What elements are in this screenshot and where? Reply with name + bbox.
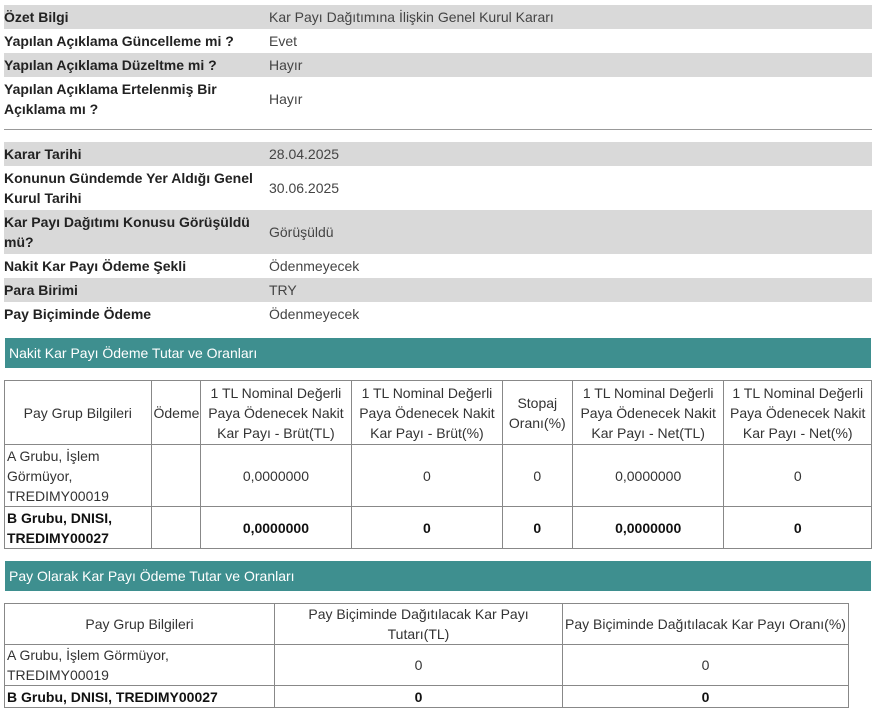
gross-pct-cell: 0 bbox=[351, 506, 503, 549]
summary-value: Hayır bbox=[269, 91, 303, 107]
detail-value: Ödenmeyecek bbox=[269, 258, 360, 274]
table-row: B Grubu, DNISI, TREDIMY00027 0 0 bbox=[4, 685, 849, 708]
group-cell: B Grubu, DNISI, TREDIMY00027 bbox=[4, 506, 152, 549]
detail-label: Karar Tarihi bbox=[4, 142, 269, 166]
table-header-row: Pay Grup Bilgileri Pay Biçiminde Dağıtıl… bbox=[4, 603, 849, 645]
summary-row: Yapılan Açıklama Güncelleme mi ? Evet bbox=[4, 29, 872, 53]
share-section-header: Pay Olarak Kar Payı Ödeme Tutar ve Oranl… bbox=[5, 561, 871, 591]
summary-value: Hayır bbox=[269, 53, 872, 77]
cash-section-header: Nakit Kar Payı Ödeme Tutar ve Oranları bbox=[5, 338, 871, 368]
summary-value: Evet bbox=[269, 33, 298, 49]
summary-label: Yapılan Açıklama Ertelenmiş Bir Açıklama… bbox=[4, 81, 217, 117]
withholding-cell: 0 bbox=[501, 444, 573, 507]
table-row: A Grubu, İşlem Görmüyor, TREDIMY00019 0,… bbox=[4, 444, 872, 507]
detail-label: Para Birimi bbox=[4, 278, 269, 302]
gross-pct-cell: 0 bbox=[351, 444, 503, 507]
withholding-cell: 0 bbox=[501, 506, 573, 549]
column-header: Pay Biçiminde Dağıtılacak Kar Payı Tutar… bbox=[274, 603, 563, 645]
summary-label: Özet Bilgi bbox=[4, 5, 269, 29]
summary-label: Yapılan Açıklama Düzeltme mi ? bbox=[4, 53, 269, 77]
detail-label: Kar Payı Dağıtımı Konusu Görüşüldü mü? bbox=[4, 210, 269, 254]
table-row: B Grubu, DNISI, TREDIMY00027 0,0000000 0… bbox=[4, 506, 872, 549]
amount-cell: 0 bbox=[274, 644, 563, 686]
divider bbox=[4, 129, 872, 130]
column-header: Stopaj Oranı(%) bbox=[501, 380, 573, 445]
detail-label: Pay Biçiminde Ödeme bbox=[4, 306, 152, 322]
detail-value: 28.04.2025 bbox=[269, 142, 872, 166]
ratio-cell: 0 bbox=[562, 685, 849, 708]
detail-label: Konunun Gündemde Yer Aldığı Genel Kurul … bbox=[4, 170, 253, 206]
column-header: Pay Biçiminde Dağıtılacak Kar Payı Oranı… bbox=[562, 603, 849, 645]
gross-tl-cell: 0,0000000 bbox=[199, 506, 353, 549]
summary-label: Yapılan Açıklama Güncelleme mi ? bbox=[4, 33, 234, 49]
summary-table: Özet Bilgi Kar Payı Dağıtımına İlişkin G… bbox=[4, 5, 872, 121]
group-cell: B Grubu, DNISI, TREDIMY00027 bbox=[4, 685, 275, 708]
amount-cell: 0 bbox=[274, 685, 563, 708]
summary-value: Kar Payı Dağıtımına İlişkin Genel Kurul … bbox=[269, 5, 872, 29]
detail-row: Pay Biçiminde Ödeme Ödenmeyecek bbox=[4, 302, 872, 326]
detail-value: Ödenmeyecek bbox=[269, 306, 360, 322]
group-cell: A Grubu, İşlem Görmüyor, TREDIMY00019 bbox=[4, 644, 275, 686]
column-header: Pay Grup Bilgileri bbox=[4, 380, 152, 445]
ratio-cell: 0 bbox=[562, 644, 849, 686]
column-header: 1 TL Nominal Değerli Paya Ödenecek Nakit… bbox=[571, 380, 725, 445]
table-row: A Grubu, İşlem Görmüyor, TREDIMY00019 0 … bbox=[4, 644, 849, 686]
detail-label: Nakit Kar Payı Ödeme Şekli bbox=[4, 258, 187, 274]
detail-value: Görüşüldü bbox=[269, 210, 872, 254]
column-header: Pay Grup Bilgileri bbox=[4, 603, 275, 645]
summary-row: Yapılan Açıklama Düzeltme mi ? Hayır bbox=[4, 53, 872, 77]
detail-value: TRY bbox=[269, 278, 872, 302]
column-header: 1 TL Nominal Değerli Paya Ödenecek Nakit… bbox=[723, 380, 872, 445]
detail-row: Konunun Gündemde Yer Aldığı Genel Kurul … bbox=[4, 166, 872, 210]
detail-row: Para Birimi TRY bbox=[4, 278, 872, 302]
detail-row: Kar Payı Dağıtımı Konusu Görüşüldü mü? G… bbox=[4, 210, 872, 254]
detail-row: Nakit Kar Payı Ödeme Şekli Ödenmeyecek bbox=[4, 254, 872, 278]
share-dividend-table: Pay Grup Bilgileri Pay Biçiminde Dağıtıl… bbox=[4, 603, 849, 708]
detail-value: 30.06.2025 bbox=[269, 180, 340, 196]
payment-cell bbox=[150, 506, 201, 549]
column-header: 1 TL Nominal Değerli Paya Ödenecek Nakit… bbox=[351, 380, 503, 445]
cash-dividend-table: Pay Grup Bilgileri Ödeme 1 TL Nominal De… bbox=[4, 380, 872, 549]
table-header-row: Pay Grup Bilgileri Ödeme 1 TL Nominal De… bbox=[4, 380, 872, 445]
net-pct-cell: 0 bbox=[723, 444, 872, 507]
detail-row: Karar Tarihi 28.04.2025 bbox=[4, 142, 872, 166]
net-tl-cell: 0,0000000 bbox=[571, 444, 725, 507]
payment-cell bbox=[150, 444, 201, 507]
column-header: Ödeme bbox=[150, 380, 201, 445]
gross-tl-cell: 0,0000000 bbox=[199, 444, 353, 507]
summary-row: Özet Bilgi Kar Payı Dağıtımına İlişkin G… bbox=[4, 5, 872, 29]
group-cell: A Grubu, İşlem Görmüyor, TREDIMY00019 bbox=[4, 444, 152, 507]
summary-row: Yapılan Açıklama Ertelenmiş Bir Açıklama… bbox=[4, 77, 872, 121]
details-table: Karar Tarihi 28.04.2025 Konunun Gündemde… bbox=[4, 142, 872, 326]
net-tl-cell: 0,0000000 bbox=[571, 506, 725, 549]
column-header: 1 TL Nominal Değerli Paya Ödenecek Nakit… bbox=[199, 380, 353, 445]
net-pct-cell: 0 bbox=[723, 506, 872, 549]
